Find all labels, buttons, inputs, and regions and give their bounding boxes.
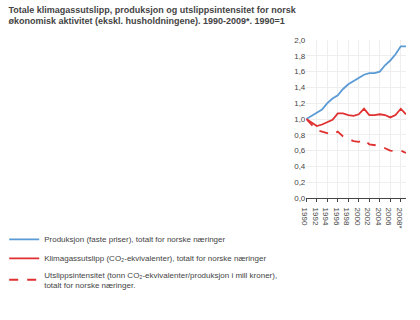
svg-text:0,8: 0,8 (294, 131, 306, 140)
svg-text:Utslippsintensitet (tonn CO₂-e: Utslippsintensitet (tonn CO₂-ekvivalente… (44, 271, 277, 290)
svg-text:1996: 1996 (332, 208, 341, 226)
svg-text:2,0: 2,0 (294, 36, 306, 45)
svg-text:1998: 1998 (342, 208, 351, 226)
svg-text:0,6: 0,6 (294, 146, 306, 155)
svg-text:0,4: 0,4 (294, 162, 306, 171)
svg-text:1,8: 1,8 (294, 52, 306, 61)
svg-text:2000: 2000 (353, 208, 362, 226)
svg-text:1992: 1992 (311, 208, 320, 226)
svg-text:1994: 1994 (321, 208, 330, 226)
svg-text:1,2: 1,2 (294, 99, 306, 108)
svg-text:Produksjon (faste priser), tot: Produksjon (faste priser), totalt for no… (44, 235, 225, 244)
svg-text:1,0: 1,0 (294, 115, 306, 124)
svg-text:2006: 2006 (384, 208, 393, 226)
svg-text:2002: 2002 (363, 208, 372, 226)
svg-text:2008*: 2008* (395, 208, 404, 229)
svg-text:0,2: 0,2 (294, 178, 306, 187)
svg-text:1,6: 1,6 (294, 67, 306, 76)
svg-text:1,4: 1,4 (294, 83, 306, 92)
svg-text:Klimagassutslipp (CO₂-ekvivale: Klimagassutslipp (CO₂-ekvivalenter), tot… (44, 254, 266, 263)
svg-text:1990: 1990 (300, 208, 309, 226)
svg-text:0,0: 0,0 (294, 194, 306, 203)
svg-text:2004: 2004 (374, 208, 383, 226)
svg-text:Totale klimagassutslipp, produ: Totale klimagassutslipp, produksjon og u… (8, 5, 296, 27)
